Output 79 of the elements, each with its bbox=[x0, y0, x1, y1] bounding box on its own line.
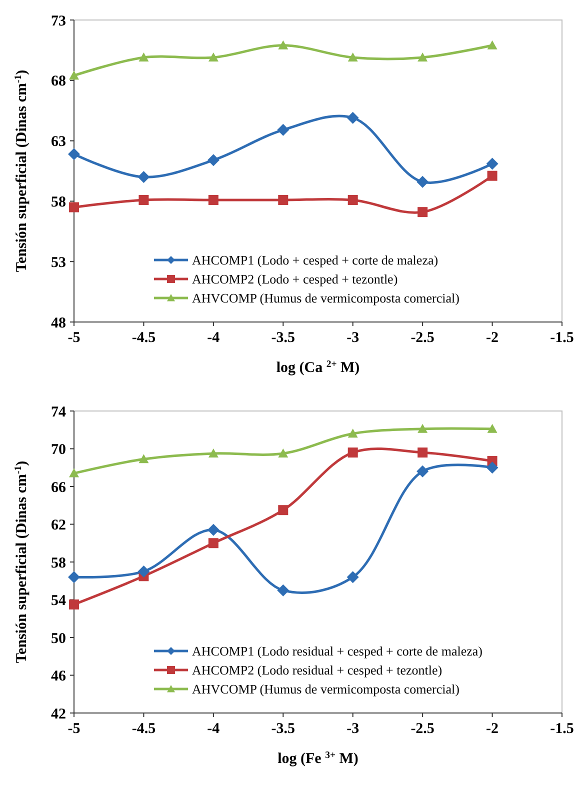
y-tick-label: 58 bbox=[51, 555, 66, 572]
x-axis-title: log (Ca $^{2+}$ M) bbox=[276, 358, 360, 376]
x-tick-label: -3 bbox=[346, 330, 360, 346]
y-tick-label: 66 bbox=[51, 480, 66, 496]
y-tick-label: 54 bbox=[51, 593, 66, 609]
point bbox=[487, 40, 498, 50]
x-axis-title: log (Fe $^{3+}$ M) bbox=[278, 750, 358, 767]
y-tick-label: 48 bbox=[51, 315, 66, 332]
x-tick-label: -5 bbox=[68, 721, 80, 737]
legend-label: AHCOMP1 (Lodo + cesped + corte de maleza) bbox=[192, 252, 438, 268]
x-tick-label: -4.5 bbox=[132, 721, 156, 737]
x-tick-label: -3.5 bbox=[271, 721, 296, 737]
point bbox=[69, 599, 79, 610]
point bbox=[277, 584, 290, 596]
y-tick-label: 74 bbox=[51, 404, 66, 420]
x-tick-label: -2 bbox=[486, 330, 499, 346]
point bbox=[138, 454, 149, 464]
point bbox=[208, 194, 218, 205]
point bbox=[416, 465, 429, 478]
y-tick-label: 58 bbox=[51, 194, 66, 210]
point bbox=[207, 154, 220, 166]
y-tick-label: 46 bbox=[51, 668, 66, 684]
point bbox=[418, 448, 428, 458]
point bbox=[486, 462, 498, 474]
point bbox=[138, 52, 149, 62]
point bbox=[138, 565, 150, 578]
point bbox=[278, 40, 288, 50]
x-tick-label: -1.5 bbox=[550, 330, 574, 346]
point bbox=[348, 52, 358, 62]
point bbox=[416, 176, 429, 188]
legend-label: AHCOMP2 (Lodo residual + cesped + tezontle) bbox=[192, 662, 442, 678]
x-tick-label: -2 bbox=[486, 721, 499, 737]
legend-label: AHVCOMP (Humus de vermicomposta comercial) bbox=[192, 290, 460, 306]
point bbox=[346, 112, 359, 124]
point bbox=[208, 448, 218, 458]
x-tick-label: -4 bbox=[207, 330, 220, 346]
point bbox=[418, 207, 428, 218]
point bbox=[486, 158, 498, 170]
point bbox=[68, 148, 80, 160]
y-tick-label: 63 bbox=[51, 134, 66, 150]
point bbox=[278, 448, 288, 458]
y-tick-label: 42 bbox=[51, 706, 66, 722]
point bbox=[278, 194, 288, 205]
point bbox=[348, 428, 358, 438]
point bbox=[487, 170, 498, 181]
x-tick-label: -3 bbox=[346, 721, 360, 737]
legend-label: AHVCOMP (Humus de vermicomposta comercial) bbox=[192, 682, 460, 697]
x-tick-label: -2.5 bbox=[410, 330, 434, 346]
point bbox=[207, 524, 220, 536]
point bbox=[418, 424, 428, 433]
y-tick-label: 53 bbox=[51, 254, 66, 271]
x-tick-label: -4.5 bbox=[132, 330, 156, 346]
x-tick-label: -2.5 bbox=[410, 721, 434, 737]
x-tick-label: -1.5 bbox=[550, 721, 574, 737]
point bbox=[278, 505, 288, 516]
y-tick-label: 62 bbox=[51, 518, 66, 534]
y-tick-label: 50 bbox=[51, 630, 66, 647]
point bbox=[68, 571, 80, 584]
y-tick-label: 68 bbox=[51, 74, 66, 90]
point bbox=[208, 52, 218, 62]
point bbox=[346, 571, 359, 584]
point bbox=[69, 202, 79, 212]
point bbox=[69, 468, 79, 478]
point bbox=[348, 194, 358, 205]
point bbox=[348, 448, 358, 458]
point bbox=[277, 124, 290, 136]
x-tick-label: -4 bbox=[207, 721, 220, 737]
legend-label: AHCOMP1 (Lodo residual + cesped + corte de maleza) bbox=[192, 644, 482, 659]
point bbox=[208, 538, 218, 548]
point bbox=[418, 52, 428, 62]
point bbox=[487, 424, 498, 433]
point bbox=[69, 70, 79, 80]
legend-label: AHCOMP2 (Lodo + cesped + tezontle) bbox=[192, 272, 398, 287]
y-tick-label: 70 bbox=[51, 442, 66, 458]
x-tick-label: -5 bbox=[68, 330, 80, 346]
point bbox=[138, 194, 149, 205]
x-tick-label: -3.5 bbox=[271, 330, 296, 346]
y-tick-label: 73 bbox=[51, 13, 66, 30]
point bbox=[138, 171, 150, 184]
